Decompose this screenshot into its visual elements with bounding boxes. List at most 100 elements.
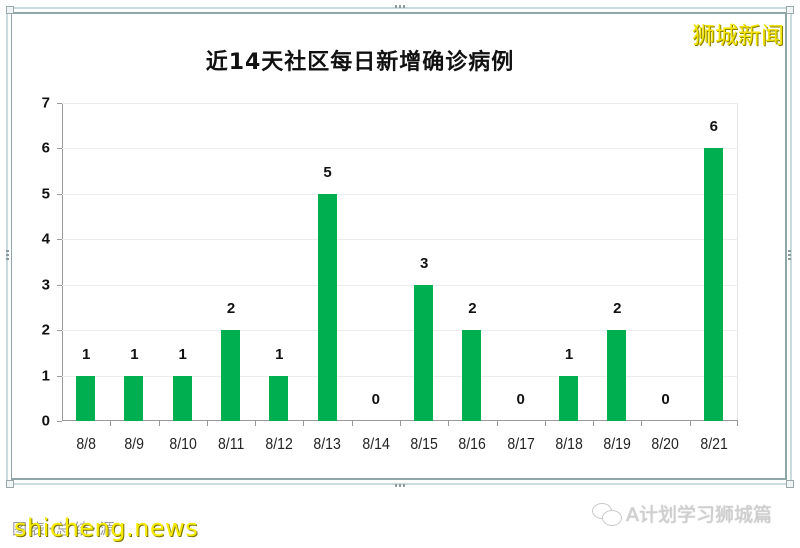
x-tick-label: 8/13 <box>313 436 342 453</box>
bar-group: 1 8/18 <box>545 103 593 453</box>
bar-group: 2 8/19 <box>593 103 641 453</box>
y-tick-mark <box>57 375 62 377</box>
x-tick-mark <box>448 421 450 426</box>
resize-handle-bottom-right[interactable] <box>786 480 794 488</box>
plot-border <box>737 103 738 421</box>
x-tick-mark <box>544 421 546 426</box>
bar-group: 1 8/8 <box>62 103 110 453</box>
bar[interactable] <box>172 375 192 421</box>
chart-title: 近14天社区每日新增确诊病例 <box>205 50 515 75</box>
bar[interactable] <box>220 330 240 421</box>
y-tick-label: 1 <box>41 367 50 385</box>
bar-group: 0 8/17 <box>497 103 545 453</box>
x-tick-mark <box>206 421 208 426</box>
data-label: 0 <box>371 391 381 408</box>
y-tick-label: 7 <box>41 94 50 112</box>
y-tick-label: 0 <box>41 412 50 430</box>
gridline <box>62 375 738 377</box>
data-label: 2 <box>226 300 236 318</box>
resize-handle-left[interactable] <box>6 250 9 260</box>
bar-group: 1 8/9 <box>110 103 158 453</box>
x-tick-label: 8/8 <box>76 436 96 453</box>
plot-area: 0 1 2 3 4 5 6 7 1 8/8 1 8/9 1 8/10 2 8/11 1 8/12 5 8/13 0 8/1… <box>42 95 738 453</box>
gridline <box>62 284 738 286</box>
y-tick-label: 6 <box>41 139 50 157</box>
x-tick-label: 8/10 <box>168 436 197 453</box>
watermark-bottom-left: shicheng.news <box>14 514 199 542</box>
gridline <box>62 239 738 241</box>
bar[interactable] <box>269 375 289 421</box>
bar-group: 1 8/10 <box>159 103 207 453</box>
y-axis <box>62 103 63 421</box>
watermark-top-right: 狮城新闻 <box>692 23 784 49</box>
data-label: 5 <box>323 163 332 181</box>
gridline <box>62 148 738 150</box>
x-tick-mark <box>400 421 401 426</box>
x-tick-label: 8/12 <box>265 436 293 453</box>
bar[interactable] <box>124 375 144 421</box>
data-label: 1 <box>178 345 187 363</box>
x-tick-label: 8/16 <box>458 436 487 453</box>
x-axis <box>62 420 738 421</box>
bar[interactable] <box>414 284 434 421</box>
data-label: 0 <box>661 391 670 408</box>
bar-group: 2 8/11 <box>207 103 255 453</box>
x-tick-mark <box>255 421 257 426</box>
x-tick-mark <box>496 421 498 426</box>
resize-handle-top-right[interactable] <box>786 6 794 14</box>
bar-group: 0 8/20 <box>641 103 689 453</box>
resize-handle-top[interactable] <box>395 5 405 8</box>
y-tick-mark <box>57 421 62 422</box>
x-tick-label: 8/20 <box>651 436 680 453</box>
x-tick-label: 8/19 <box>603 436 631 453</box>
x-tick-label: 8/9 <box>124 436 145 453</box>
bar-group: 0 8/14 <box>352 103 400 453</box>
resize-handle-top-left[interactable] <box>6 6 14 14</box>
data-label: 1 <box>81 345 91 363</box>
y-tick-mark <box>57 330 62 332</box>
x-tick-mark <box>158 421 160 426</box>
x-tick-label: 8/18 <box>555 436 583 453</box>
y-tick-mark <box>57 284 62 286</box>
x-tick-mark <box>110 421 112 426</box>
bar[interactable] <box>317 193 337 421</box>
x-tick-label: 8/14 <box>362 436 390 453</box>
x-tick-label: 8/11 <box>217 436 245 453</box>
bar[interactable] <box>76 375 96 421</box>
data-label: 6 <box>709 118 719 136</box>
bar[interactable] <box>703 148 723 421</box>
bar-group: 6 8/21 <box>690 103 738 453</box>
data-label: 2 <box>468 300 477 318</box>
x-tick-mark <box>737 421 738 426</box>
watermark-ghost-text: 图表·总结·源 <box>12 520 118 538</box>
wechat-credit: A计划学习狮城篇 <box>592 500 772 527</box>
chart-object-border <box>11 12 787 480</box>
resize-handle-bottom-left[interactable] <box>6 480 14 488</box>
x-tick-mark <box>303 421 305 426</box>
bar-group: 5 8/13 <box>303 103 351 453</box>
x-tick-mark <box>689 421 691 426</box>
x-tick-label: 8/15 <box>410 436 438 453</box>
resize-handle-right[interactable] <box>788 250 791 260</box>
bar[interactable] <box>558 375 578 421</box>
x-tick-label: 8/21 <box>700 436 728 453</box>
x-tick-mark <box>351 421 353 426</box>
bar-group: 1 8/12 <box>255 103 303 453</box>
x-tick-mark <box>641 421 643 426</box>
gridline <box>62 193 738 195</box>
bar-group: 2 8/16 <box>448 103 496 453</box>
x-tick-label: 8/17 <box>506 436 535 453</box>
data-label: 2 <box>613 300 622 318</box>
y-tick-label: 3 <box>41 276 50 294</box>
bar[interactable] <box>607 330 627 421</box>
resize-handle-bottom[interactable] <box>395 484 405 487</box>
bar-group: 3 8/15 <box>400 103 448 453</box>
wechat-account-name: A计划学习狮城篇 <box>626 504 772 526</box>
gridline <box>62 103 738 104</box>
gridline <box>62 330 738 332</box>
bar[interactable] <box>462 330 482 421</box>
y-tick-mark <box>57 103 62 104</box>
y-tick-mark <box>57 239 62 241</box>
y-tick-mark <box>57 193 62 195</box>
data-label: 3 <box>419 254 429 272</box>
